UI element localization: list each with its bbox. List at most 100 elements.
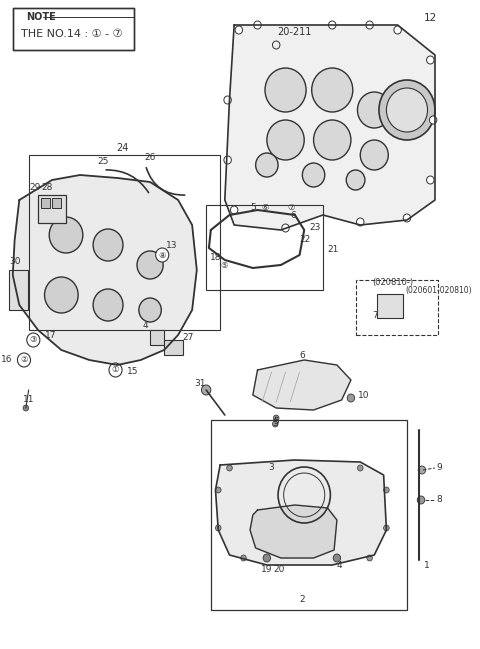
Circle shape (360, 140, 388, 170)
Text: 10: 10 (359, 391, 370, 400)
Circle shape (384, 487, 389, 493)
Circle shape (333, 554, 341, 562)
Circle shape (379, 80, 435, 140)
Text: NOTE: NOTE (26, 12, 56, 22)
Circle shape (156, 248, 169, 262)
Text: 20-211: 20-211 (278, 27, 312, 37)
Circle shape (216, 525, 221, 531)
Circle shape (427, 56, 434, 64)
Text: (020810-): (020810-) (372, 278, 414, 288)
Circle shape (267, 120, 304, 160)
Circle shape (282, 224, 289, 232)
Polygon shape (225, 25, 435, 230)
Text: 26: 26 (144, 153, 156, 162)
Text: 1: 1 (424, 561, 430, 570)
Text: 21: 21 (327, 245, 339, 254)
Circle shape (312, 68, 353, 112)
Text: 6: 6 (290, 210, 296, 219)
Circle shape (109, 363, 122, 377)
Text: THE NO.14 : ① - ⑦: THE NO.14 : ① - ⑦ (21, 29, 123, 39)
Circle shape (227, 465, 232, 471)
Circle shape (274, 415, 279, 421)
Circle shape (366, 21, 373, 29)
Text: 15: 15 (127, 367, 138, 376)
Circle shape (358, 465, 363, 471)
Text: 8: 8 (437, 495, 443, 504)
Text: 31: 31 (194, 378, 205, 387)
Bar (52, 198, 61, 208)
Text: 4: 4 (143, 321, 148, 330)
Text: 17: 17 (45, 330, 56, 339)
Bar (38, 195, 66, 223)
Text: 5: 5 (273, 417, 279, 426)
Text: 2: 2 (300, 596, 305, 604)
Circle shape (417, 496, 425, 504)
Circle shape (265, 68, 306, 112)
Text: 29: 29 (29, 182, 41, 191)
Text: ⑦: ⑦ (288, 204, 295, 212)
Polygon shape (250, 505, 337, 558)
Text: 13: 13 (166, 241, 177, 249)
Circle shape (139, 298, 161, 322)
Circle shape (23, 405, 29, 411)
Text: 19: 19 (261, 565, 273, 574)
Circle shape (240, 555, 246, 561)
Circle shape (347, 394, 355, 402)
Circle shape (216, 487, 221, 493)
Circle shape (93, 229, 123, 261)
Text: 27: 27 (183, 334, 194, 343)
Text: (020601-020810): (020601-020810) (405, 286, 472, 295)
Text: ③: ③ (30, 336, 37, 345)
Text: 28: 28 (42, 182, 53, 191)
Bar (211, 420, 407, 610)
Text: ⑧: ⑧ (158, 251, 166, 260)
Circle shape (224, 96, 231, 104)
Text: 24: 24 (116, 143, 128, 153)
Text: 12: 12 (424, 13, 437, 23)
Text: 18: 18 (210, 254, 221, 262)
Text: 25: 25 (98, 158, 109, 167)
Circle shape (367, 555, 372, 561)
Circle shape (254, 21, 261, 29)
Circle shape (418, 466, 426, 474)
Circle shape (357, 218, 364, 226)
Circle shape (358, 92, 391, 128)
Circle shape (273, 421, 278, 427)
Polygon shape (253, 360, 351, 410)
Text: ②: ② (20, 356, 28, 365)
Circle shape (27, 333, 40, 347)
Circle shape (313, 120, 351, 160)
Text: 7: 7 (372, 310, 378, 319)
Circle shape (202, 385, 211, 395)
Text: 23: 23 (309, 223, 320, 232)
Text: 6: 6 (300, 350, 305, 360)
Text: 4: 4 (337, 561, 343, 570)
Bar (13, 8, 134, 50)
Polygon shape (216, 460, 386, 565)
Circle shape (430, 116, 437, 124)
Circle shape (263, 554, 271, 562)
Circle shape (403, 214, 411, 222)
Text: 5: 5 (250, 202, 256, 212)
Bar (9, 270, 28, 310)
Text: 22: 22 (300, 236, 311, 245)
Text: 5: 5 (272, 419, 278, 428)
Circle shape (256, 153, 278, 177)
Circle shape (224, 156, 231, 164)
Text: 30: 30 (9, 258, 21, 267)
Text: 16: 16 (1, 356, 13, 365)
Text: ⑤: ⑤ (220, 260, 228, 269)
Circle shape (427, 176, 434, 184)
Bar (150, 330, 164, 345)
Text: 11: 11 (23, 395, 35, 404)
Circle shape (17, 353, 31, 367)
Bar (29, 155, 220, 330)
Circle shape (137, 251, 163, 279)
Circle shape (235, 26, 242, 34)
Bar (164, 340, 183, 355)
Circle shape (49, 217, 83, 253)
Circle shape (394, 26, 401, 34)
Circle shape (230, 206, 238, 214)
Text: ①: ① (112, 365, 119, 374)
Bar (356, 280, 438, 335)
